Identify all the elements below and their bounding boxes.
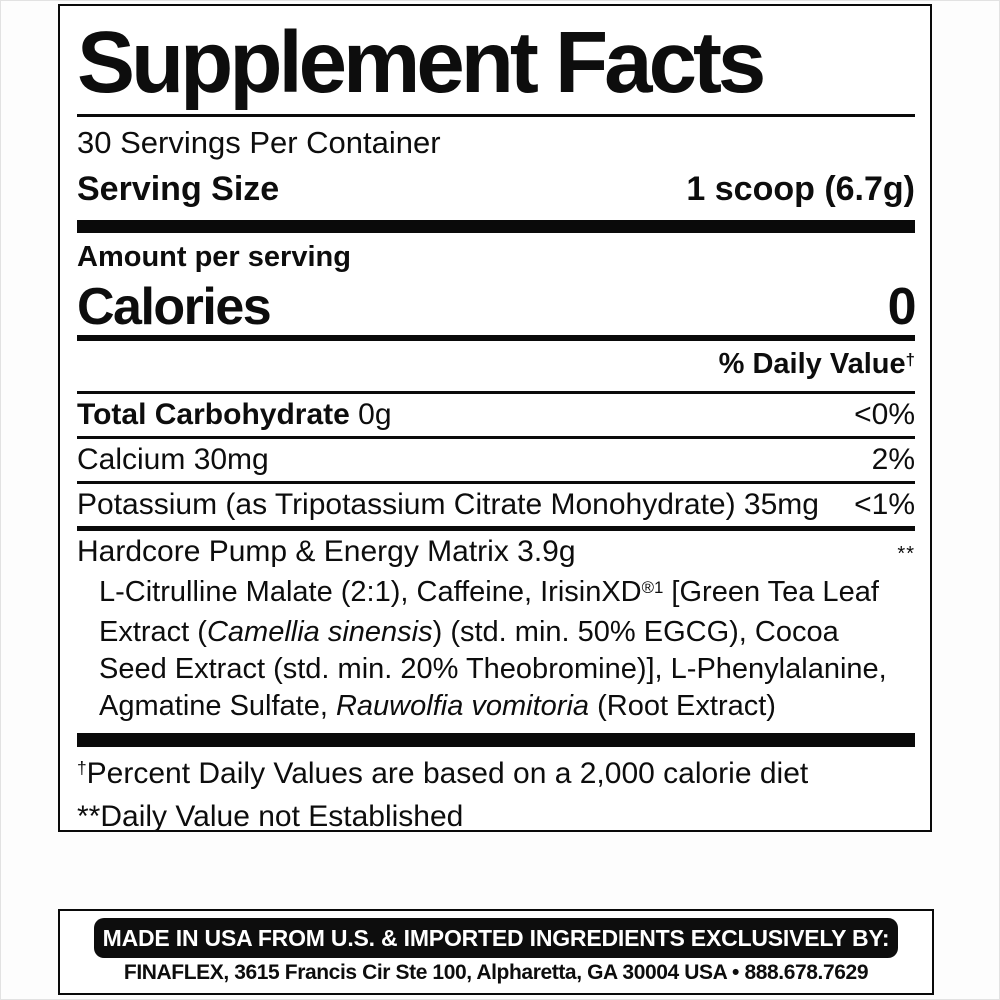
nutrient-row-total-carbohydrate: Total Carbohydrate 0g <0%: [77, 394, 915, 436]
footnote-not-established: **Daily Value not Established: [77, 797, 915, 837]
ingredient-latin-name: Camellia sinensis: [206, 616, 433, 648]
servings-per-container: 30 Servings Per Container: [77, 125, 441, 160]
ingredient-text-segment: (Root Extract): [589, 690, 776, 722]
calories-row: Calories 0: [77, 278, 917, 336]
daily-value-text: % Daily Value: [718, 348, 906, 380]
calories-value: 0: [887, 278, 917, 336]
divider-under-dv-header: [77, 391, 915, 394]
nutrient-row-potassium: Potassium (as Tripotassium Citrate Monoh…: [77, 484, 915, 526]
supplement-facts-panel: Supplement Facts 30 Servings Per Contain…: [58, 4, 932, 833]
footnote-text: Percent Daily Values are based on a 2,00…: [86, 757, 809, 790]
divider-thick-top: [77, 220, 915, 233]
matrix-ingredients: L-Citrulline Malate (2:1), Caffeine, Iri…: [77, 574, 915, 725]
ingredient-text-segment: [Green Tea Leaf Extract (: [99, 576, 879, 648]
daily-value-header: % Daily Value†: [77, 341, 915, 391]
manufacturer-address: FINAFLEX, 3615 Francis Cir Ste 100, Alph…: [123, 961, 869, 984]
nutrient-name-rest: Calcium 30mg: [77, 443, 269, 476]
ingredient-text-segment: L-Citrulline Malate (2:1), Caffeine, Iri…: [99, 576, 642, 608]
divider-under-title: [77, 114, 915, 117]
panel-title: Supplement Facts: [77, 14, 766, 111]
divider-thick-bottom: [77, 733, 915, 747]
serving-size-row: Serving Size 1 scoop (6.7g): [77, 166, 915, 212]
divider-row: [77, 481, 915, 484]
divider-under-calories: [77, 335, 915, 341]
footnote-dagger: †: [77, 758, 87, 779]
ingredient-text-segment: ) (std. min. 50% EGCG), Cocoa Seed Extra…: [99, 616, 887, 722]
nutrient-name: Calcium 30mg: [77, 439, 269, 481]
divider-above-matrix: [77, 526, 915, 531]
calories-label: Calories: [77, 278, 272, 336]
footnote-daily-value: †Percent Daily Values are based on a 2,0…: [77, 754, 915, 797]
matrix-asterisks: **: [897, 543, 915, 565]
nutrient-value: 2%: [871, 443, 915, 476]
footnote-text: Daily Value not Established: [100, 800, 464, 833]
nutrient-name: Potassium (as Tripotassium Citrate Monoh…: [77, 484, 819, 526]
divider-row: [77, 436, 915, 439]
nutrient-name-rest: 0g: [349, 398, 392, 431]
manufacturer-panel: MADE IN USA FROM U.S. & IMPORTED INGREDI…: [58, 909, 934, 995]
serving-size-label: Serving Size: [77, 170, 280, 208]
footnote-asterisks: **: [77, 800, 101, 833]
nutrient-name-bold: Total Carbohydrate: [77, 398, 350, 431]
ingredient-latin-name: Rauwolfia vomitoria: [335, 690, 590, 722]
ingredient-text-segment: ®1: [641, 577, 664, 597]
nutrient-row-calcium: Calcium 30mg 2%: [77, 439, 915, 481]
amount-per-serving-label: Amount per serving: [77, 241, 351, 273]
nutrient-name: Total Carbohydrate 0g: [77, 394, 392, 436]
matrix-header-row: Hardcore Pump & Energy Matrix 3.9g **: [77, 531, 915, 573]
nutrient-value: <1%: [854, 488, 915, 521]
matrix-name: Hardcore Pump & Energy Matrix 3.9g: [77, 535, 576, 568]
daily-value-dagger: †: [905, 349, 915, 369]
nutrient-name-rest: Potassium (as Tripotassium Citrate Monoh…: [77, 488, 819, 521]
made-in-usa-badge: MADE IN USA FROM U.S. & IMPORTED INGREDI…: [94, 918, 898, 958]
nutrient-value: <0%: [854, 398, 915, 431]
serving-size-value: 1 scoop (6.7g): [686, 170, 915, 208]
